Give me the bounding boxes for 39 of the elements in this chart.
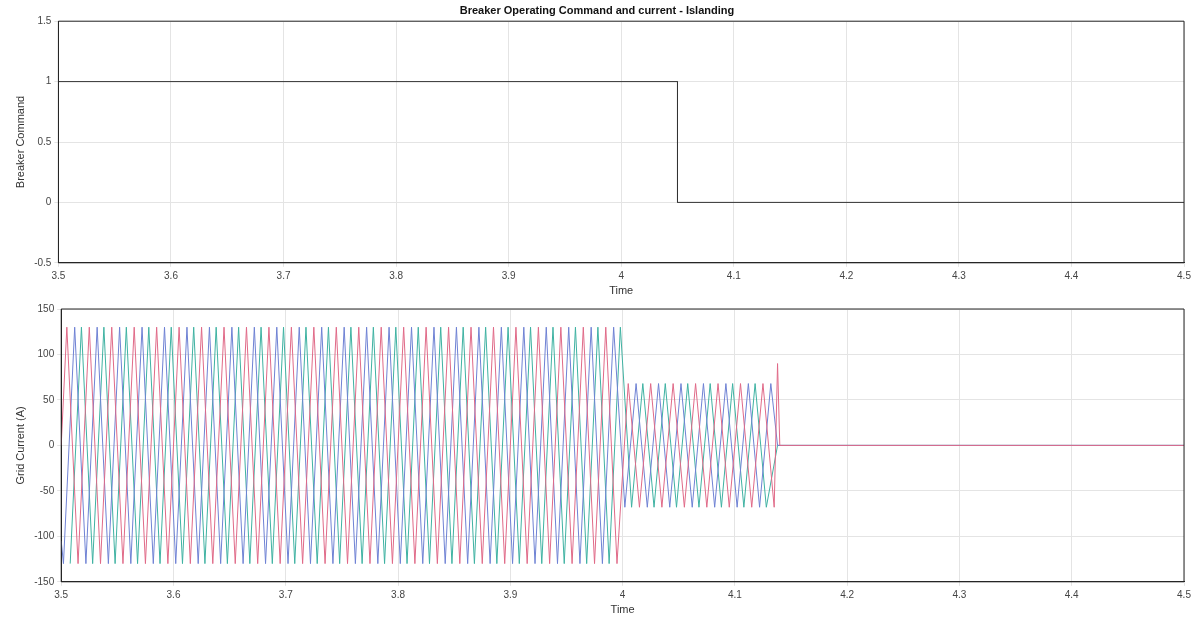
x-axis-title: Time bbox=[610, 603, 635, 616]
chart-title: Breaker Operating Command and current - Islanding bbox=[459, 3, 735, 16]
x-tick-label: 3.9 bbox=[503, 588, 518, 600]
x-tick-label: 4.2 bbox=[839, 269, 854, 281]
x-tick-label: 4.4 bbox=[1064, 588, 1080, 600]
y-axis-title: Grid Current (A) bbox=[13, 406, 26, 485]
y-tick-label: 1.5 bbox=[37, 14, 52, 26]
x-tick-label: 3.7 bbox=[278, 588, 294, 600]
y-tick-label: 1 bbox=[45, 75, 52, 87]
x-tick-label: 4.5 bbox=[1177, 588, 1192, 600]
y-tick-label: 50 bbox=[43, 393, 55, 405]
x-tick-label: 4 bbox=[618, 269, 625, 281]
y-tick-label: 150 bbox=[37, 302, 55, 314]
x-tick-label: 4.1 bbox=[726, 269, 742, 281]
x-tick-label: 4.3 bbox=[951, 269, 967, 281]
x-tick-label: 4 bbox=[619, 588, 626, 600]
y-tick-label: -150 bbox=[34, 575, 55, 587]
y-axis-title: Breaker Command bbox=[13, 95, 26, 189]
x-tick-label: 3.8 bbox=[389, 269, 404, 281]
x-tick-label: 3.5 bbox=[54, 588, 69, 600]
x-tick-label: 4.5 bbox=[1177, 269, 1192, 281]
x-tick-label: 3.7 bbox=[276, 269, 291, 281]
y-tick-label: -50 bbox=[39, 484, 55, 496]
y-tick-label: -0.5 bbox=[34, 256, 52, 268]
y-tick-label: -100 bbox=[34, 530, 55, 542]
y-tick-label: 0 bbox=[45, 196, 52, 208]
y-tick-label: 100 bbox=[37, 348, 55, 360]
x-tick-label: 3.6 bbox=[166, 588, 181, 600]
x-axis-title: Time bbox=[609, 284, 634, 297]
x-tick-label: 3.8 bbox=[391, 588, 406, 600]
x-tick-label: 3.6 bbox=[164, 269, 179, 281]
y-tick-label: 0 bbox=[48, 439, 55, 451]
x-tick-label: 3.5 bbox=[51, 269, 66, 281]
x-tick-label: 4.4 bbox=[1064, 269, 1079, 281]
x-tick-label: 3.9 bbox=[501, 269, 517, 281]
x-tick-label: 4.1 bbox=[727, 588, 743, 600]
x-tick-label: 4.2 bbox=[840, 588, 855, 600]
x-tick-label: 4.3 bbox=[952, 588, 967, 600]
y-tick-label: 0.5 bbox=[37, 135, 52, 147]
